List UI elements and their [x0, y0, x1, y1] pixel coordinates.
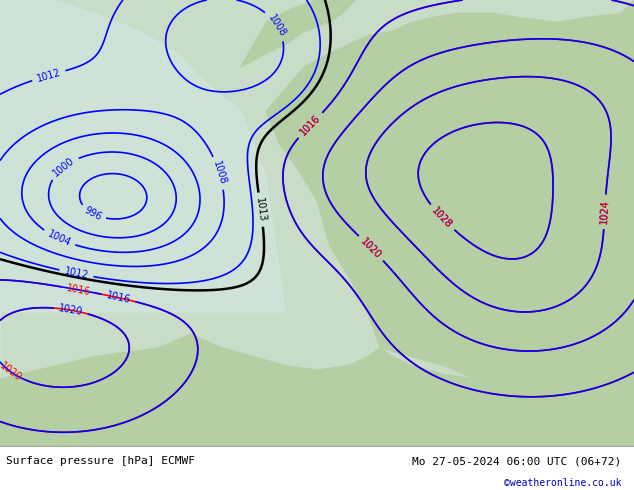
- Polygon shape: [0, 0, 285, 446]
- Text: 1016: 1016: [298, 113, 323, 138]
- Text: 1016: 1016: [65, 283, 91, 297]
- Polygon shape: [266, 0, 634, 446]
- Text: 996: 996: [83, 205, 104, 222]
- Text: 1008: 1008: [211, 160, 228, 186]
- Text: Mo 27-05-2024 06:00 UTC (06+72): Mo 27-05-2024 06:00 UTC (06+72): [412, 456, 621, 466]
- Text: 1020: 1020: [359, 236, 384, 261]
- Text: 1013: 1013: [254, 197, 268, 222]
- Polygon shape: [241, 0, 355, 67]
- Text: 1012: 1012: [63, 266, 89, 281]
- Polygon shape: [0, 334, 634, 490]
- Text: 1004: 1004: [46, 229, 72, 248]
- Text: 1020: 1020: [0, 361, 23, 383]
- Text: Surface pressure [hPa] ECMWF: Surface pressure [hPa] ECMWF: [6, 456, 195, 466]
- Text: 1024: 1024: [599, 199, 611, 224]
- Text: 1000: 1000: [51, 155, 77, 178]
- Text: 1024: 1024: [599, 199, 611, 224]
- Text: 1028: 1028: [430, 205, 454, 230]
- Text: 1016: 1016: [298, 113, 323, 138]
- Text: 1028: 1028: [430, 205, 454, 230]
- Text: 1020: 1020: [58, 303, 84, 317]
- Text: 1012: 1012: [36, 67, 62, 84]
- Text: 1020: 1020: [359, 236, 384, 261]
- Text: ©weatheronline.co.uk: ©weatheronline.co.uk: [504, 478, 621, 489]
- Text: 1016: 1016: [106, 290, 132, 305]
- Text: 1008: 1008: [266, 12, 287, 38]
